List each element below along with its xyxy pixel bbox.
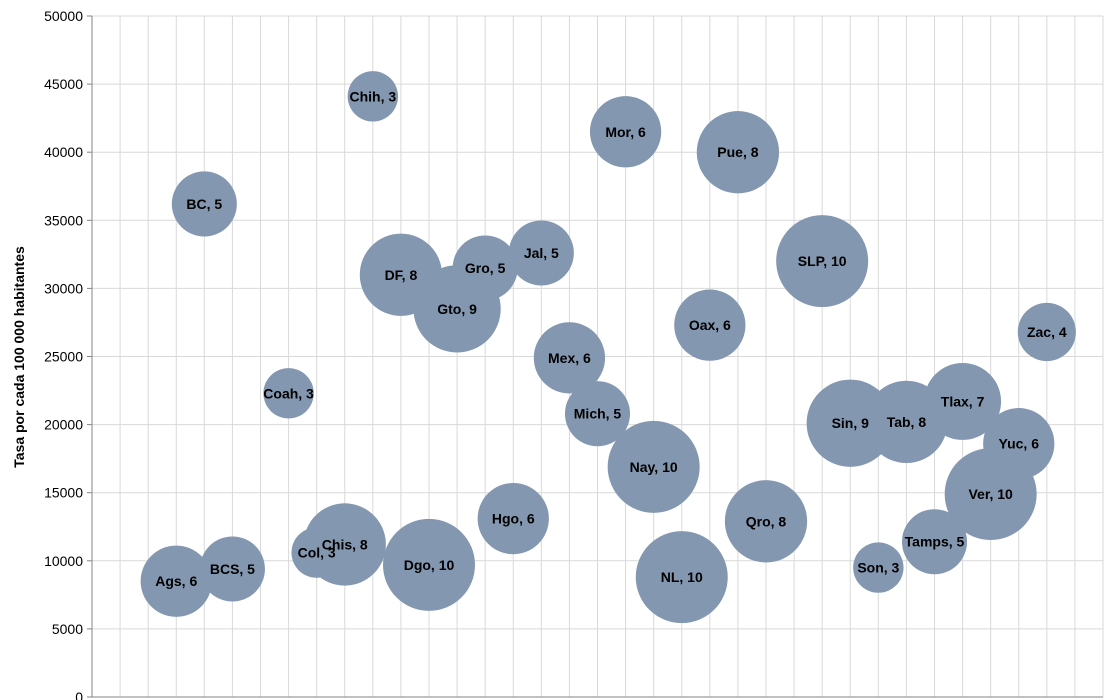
bubble-label-son: Son, 3 bbox=[857, 560, 899, 576]
axes bbox=[87, 15, 1103, 698]
bubble-label-mex: Mex, 6 bbox=[548, 350, 591, 366]
bubble-chih bbox=[347, 71, 399, 122]
bubble-label-chih: Chih, 3 bbox=[349, 88, 396, 104]
bubble-label-hgo: Hgo, 6 bbox=[492, 511, 535, 527]
bubble-son bbox=[853, 542, 904, 593]
bubble-label-jal: Jal, 5 bbox=[524, 245, 559, 261]
y-tick-label: 50000 bbox=[44, 8, 83, 24]
bubble-ags bbox=[140, 545, 212, 617]
bubble-tlax bbox=[924, 362, 1002, 440]
y-tick-label: 40000 bbox=[44, 144, 83, 160]
bubble-label-nay: Nay, 10 bbox=[630, 459, 678, 475]
bubble-mich bbox=[564, 381, 631, 447]
bubble-label-ags: Ags, 6 bbox=[155, 573, 197, 589]
y-tick-label: 0 bbox=[75, 689, 83, 700]
bubble-label-mor: Mor, 6 bbox=[605, 124, 646, 140]
y-tick-label: 35000 bbox=[44, 212, 83, 228]
bubble-label-df: DF, 8 bbox=[385, 267, 418, 283]
bubble-label-dgo: Dgo, 10 bbox=[404, 557, 455, 573]
bubble-label-sin: Sin, 9 bbox=[832, 415, 870, 431]
bubble-hgo bbox=[477, 482, 549, 555]
bubble-label-tamps: Tamps, 5 bbox=[905, 534, 965, 550]
y-tick-label: 25000 bbox=[44, 349, 83, 365]
y-tick-label: 30000 bbox=[44, 280, 83, 296]
y-tick-label: 5000 bbox=[52, 621, 83, 637]
bubble-nay bbox=[607, 420, 700, 513]
bubble-label-gro: Gro, 5 bbox=[465, 260, 506, 276]
y-tick-label: 45000 bbox=[44, 76, 83, 92]
bubble-label-coah: Coah, 3 bbox=[263, 385, 314, 401]
bubble-label-zac: Zac, 4 bbox=[1027, 324, 1067, 340]
bubble-oax bbox=[674, 289, 746, 361]
bubble-bc bbox=[171, 171, 237, 237]
bubble-dgo bbox=[383, 518, 475, 611]
bubble-mor bbox=[589, 96, 662, 168]
bubble-label-mich: Mich, 5 bbox=[574, 406, 622, 422]
bubble-df bbox=[359, 233, 443, 316]
y-tick-label: 20000 bbox=[44, 417, 83, 433]
bubble-mex bbox=[533, 322, 606, 394]
bubble-label-col: Col, 3 bbox=[298, 545, 336, 561]
bubble-label-chis: Chis, 8 bbox=[322, 536, 368, 552]
bubble-label-gto: Gto, 9 bbox=[437, 301, 477, 317]
bubble-label-slp: SLP, 10 bbox=[798, 253, 847, 269]
bubble-yuc bbox=[983, 408, 1055, 480]
bubble-jal bbox=[508, 220, 574, 286]
bubble-bcs bbox=[199, 536, 265, 602]
bubble-slp bbox=[776, 215, 869, 308]
bubble-col bbox=[291, 527, 342, 578]
y-tick-label: 15000 bbox=[44, 485, 83, 501]
bubble-label-bcs: BCS, 5 bbox=[210, 561, 255, 577]
bubble-qro bbox=[724, 480, 808, 563]
bubble-label-yuc: Yuc, 6 bbox=[999, 436, 1040, 452]
bubbles bbox=[140, 71, 1076, 624]
bubble-zac bbox=[1017, 302, 1076, 362]
y-tick-label: 10000 bbox=[44, 553, 83, 569]
bubble-tamps bbox=[901, 509, 968, 575]
y-axis-label: Tasa por cada 100 000 habitantes bbox=[11, 246, 27, 468]
y-tick-labels: 0 5000 10000 15000 20000 25000 30000 35000 40000… bbox=[44, 8, 83, 700]
bubble-label-pue: Pue, 8 bbox=[717, 144, 758, 160]
bubble-label-tab: Tab, 8 bbox=[887, 414, 927, 430]
bubble-label-ver: Ver, 10 bbox=[968, 486, 1013, 502]
bubble-label-qro: Qro, 8 bbox=[746, 513, 787, 529]
bubble-nl bbox=[635, 531, 728, 624]
bubble-label-oax: Oax, 6 bbox=[689, 317, 731, 333]
bubble-label-nl: NL, 10 bbox=[661, 569, 703, 585]
bubble-pue bbox=[696, 111, 780, 194]
bubble-gro bbox=[452, 235, 518, 301]
bubble-label-bc: BC, 5 bbox=[186, 196, 222, 212]
bubble-coah bbox=[263, 368, 314, 419]
bubble-label-tlax: Tlax, 7 bbox=[941, 393, 985, 409]
